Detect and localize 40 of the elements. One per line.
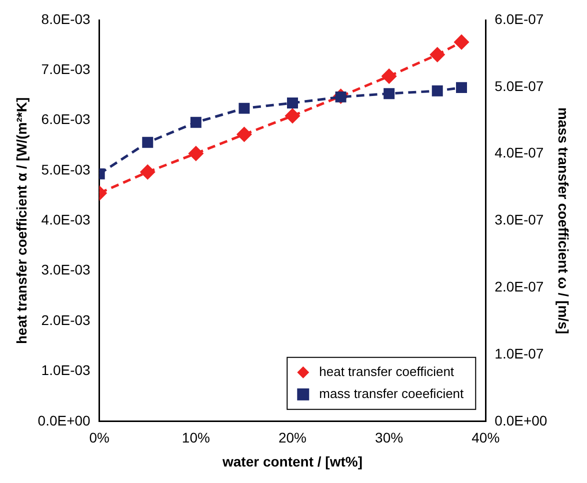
x-tick-label: 40% bbox=[472, 430, 500, 446]
point bbox=[188, 146, 204, 161]
x-tick-label: 30% bbox=[375, 430, 404, 446]
y-tick-label: 8.0E-03 bbox=[41, 10, 91, 27]
x-axis-title: water content / [wt%] bbox=[221, 453, 363, 470]
y2-tick-label: 2.0E-07 bbox=[494, 278, 544, 294]
point bbox=[287, 97, 298, 108]
y2-axis-title: mass transfer coefficient ω / [m/s] bbox=[556, 107, 572, 334]
x-tick-label: 10% bbox=[182, 430, 210, 446]
y-tick-label: 7.0E-03 bbox=[41, 61, 91, 78]
y-tick-label: 1.0E-03 bbox=[41, 362, 91, 378]
point bbox=[190, 116, 202, 128]
y2-tick-label: 1.0E-07 bbox=[494, 345, 544, 362]
legend-label: mass transfer coeeficient bbox=[319, 386, 464, 401]
y-tick-label: 6.0E-03 bbox=[41, 111, 91, 128]
y2-tick-label: 0.0E+00 bbox=[494, 412, 548, 428]
point bbox=[430, 47, 445, 62]
y-tick-label: 5.0E-03 bbox=[41, 161, 91, 178]
y-tick-label: 2.0E-03 bbox=[41, 312, 91, 328]
y2-tick-label: 5.0E-07 bbox=[494, 78, 544, 94]
point bbox=[432, 85, 443, 96]
y-tick-label: 0.0E+00 bbox=[38, 412, 91, 428]
point bbox=[456, 82, 467, 94]
point bbox=[454, 34, 469, 50]
point bbox=[142, 136, 154, 148]
point bbox=[285, 108, 300, 124]
point bbox=[382, 68, 396, 84]
y-tick-label: 4.0E-03 bbox=[41, 212, 91, 228]
point bbox=[140, 164, 155, 180]
y-tick-label: 3.0E-03 bbox=[41, 262, 91, 278]
y-axis-title: heat transfer coefficient α / [W/(m²*K] bbox=[13, 97, 30, 344]
point bbox=[238, 102, 250, 114]
x-tick-label: 20% bbox=[278, 430, 307, 446]
y2-tick-label: 4.0E-07 bbox=[494, 144, 544, 161]
x-tick-label: 0% bbox=[89, 430, 110, 446]
point bbox=[236, 127, 252, 142]
legend-label: heat transfer coefficient bbox=[319, 364, 454, 379]
y2-tick-label: 3.0E-07 bbox=[494, 212, 544, 228]
point bbox=[384, 88, 395, 100]
y2-tick-label: 6.0E-07 bbox=[494, 10, 544, 27]
